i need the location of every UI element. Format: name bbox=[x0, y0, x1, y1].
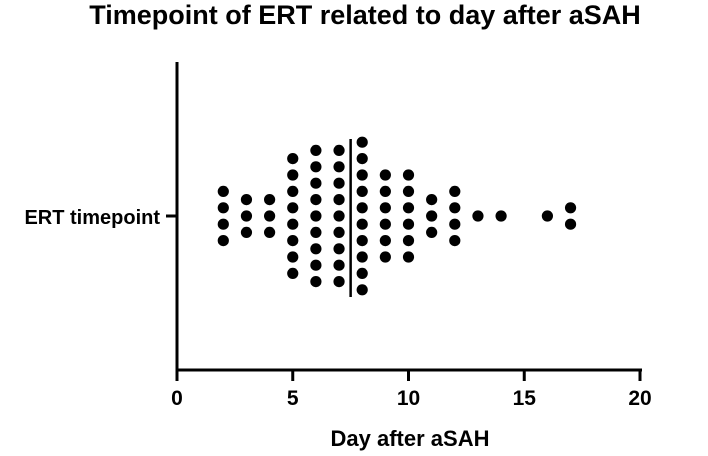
data-point-day-8 bbox=[356, 251, 368, 263]
data-point-day-6 bbox=[310, 210, 322, 222]
data-point-day-2 bbox=[217, 235, 229, 247]
data-point-day-4 bbox=[264, 210, 276, 222]
data-point-day-5 bbox=[287, 169, 299, 181]
data-point-day-7 bbox=[333, 276, 345, 288]
data-point-day-7 bbox=[333, 161, 345, 173]
data-point-day-6 bbox=[310, 259, 322, 271]
data-point-day-8 bbox=[356, 169, 368, 181]
data-point-day-11 bbox=[426, 226, 438, 238]
data-point-day-7 bbox=[333, 243, 345, 255]
data-point-day-8 bbox=[356, 153, 368, 165]
data-point-day-9 bbox=[379, 202, 391, 214]
data-point-day-4 bbox=[264, 226, 276, 238]
data-point-day-5 bbox=[287, 235, 299, 247]
data-point-day-5 bbox=[287, 251, 299, 263]
data-point-day-7 bbox=[333, 177, 345, 189]
data-point-day-9 bbox=[379, 235, 391, 247]
x-tick-label: 20 bbox=[628, 387, 651, 410]
data-point-day-6 bbox=[310, 177, 322, 189]
data-point-day-3 bbox=[240, 226, 253, 238]
data-point-day-10 bbox=[402, 218, 415, 230]
data-point-day-6 bbox=[310, 226, 322, 238]
chart-title: Timepoint of ERT related to day after aS… bbox=[89, 0, 641, 30]
data-point-day-8 bbox=[356, 218, 368, 230]
data-point-day-8 bbox=[356, 284, 368, 296]
data-point-day-8 bbox=[356, 185, 368, 197]
x-tick-label: 15 bbox=[513, 387, 537, 410]
data-point-day-5 bbox=[287, 267, 299, 279]
data-point-day-7 bbox=[333, 194, 345, 206]
data-point-day-7 bbox=[333, 210, 345, 222]
x-tick-label: 5 bbox=[287, 387, 299, 410]
data-point-day-6 bbox=[310, 276, 322, 288]
data-points bbox=[217, 136, 577, 296]
data-point-day-4 bbox=[264, 194, 276, 206]
data-point-day-12 bbox=[449, 235, 461, 247]
data-point-day-2 bbox=[217, 202, 229, 214]
data-point-day-2 bbox=[217, 185, 229, 197]
x-tick-label: 10 bbox=[397, 387, 420, 410]
data-point-day-8 bbox=[356, 235, 368, 247]
data-point-day-7 bbox=[333, 226, 345, 238]
data-point-day-17 bbox=[564, 218, 577, 230]
data-point-day-5 bbox=[287, 202, 299, 214]
data-point-day-6 bbox=[310, 144, 322, 156]
data-point-day-9 bbox=[379, 185, 391, 197]
data-point-day-17 bbox=[564, 202, 577, 214]
data-point-day-10 bbox=[402, 185, 415, 197]
data-point-day-11 bbox=[426, 210, 438, 222]
data-point-day-6 bbox=[310, 243, 322, 255]
data-point-day-3 bbox=[240, 210, 253, 222]
data-point-day-10 bbox=[402, 202, 415, 214]
x-axis-ticks: 0 5 10 15 20 bbox=[171, 370, 652, 410]
data-point-day-7 bbox=[333, 144, 345, 156]
data-point-day-12 bbox=[449, 202, 461, 214]
data-point-day-2 bbox=[217, 218, 229, 230]
data-point-day-8 bbox=[356, 136, 368, 148]
x-tick-label: 0 bbox=[171, 387, 183, 410]
data-point-day-16 bbox=[541, 210, 554, 222]
category-label: ERT timepoint bbox=[24, 207, 160, 229]
data-point-day-12 bbox=[449, 218, 461, 230]
data-point-day-5 bbox=[287, 185, 299, 197]
data-point-day-11 bbox=[426, 194, 438, 206]
data-point-day-6 bbox=[310, 161, 322, 173]
x-axis-title: Day after aSAH bbox=[331, 426, 490, 451]
data-point-day-9 bbox=[379, 169, 391, 181]
data-point-day-10 bbox=[402, 235, 415, 247]
data-point-day-3 bbox=[240, 194, 253, 206]
data-point-day-8 bbox=[356, 202, 368, 214]
data-point-day-5 bbox=[287, 153, 299, 165]
data-point-day-8 bbox=[356, 267, 368, 279]
data-point-day-6 bbox=[310, 194, 322, 206]
data-point-day-13 bbox=[472, 210, 484, 222]
data-point-day-7 bbox=[333, 259, 345, 271]
data-point-day-12 bbox=[449, 185, 461, 197]
data-point-day-10 bbox=[402, 169, 415, 181]
data-point-day-10 bbox=[402, 251, 415, 263]
data-point-day-9 bbox=[379, 251, 391, 263]
data-point-day-5 bbox=[287, 218, 299, 230]
data-point-day-14 bbox=[495, 210, 507, 222]
data-point-day-9 bbox=[379, 218, 391, 230]
